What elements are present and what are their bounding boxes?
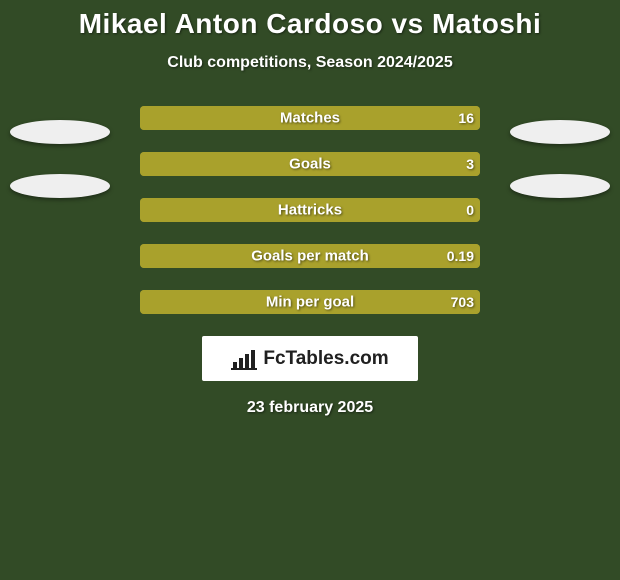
avatar-left-1 — [10, 120, 110, 144]
stat-bars: Matches16 Goals3 Hattricks0 Goals per match… — [140, 106, 480, 314]
watermark-text: FcTables.com — [263, 348, 388, 370]
bar-label: Goals per match — [140, 248, 480, 265]
bar-value-right: 0.19 — [447, 248, 474, 264]
bar-label: Goals — [140, 156, 480, 173]
avatar-right-2 — [510, 174, 610, 198]
bar-value-right: 16 — [458, 110, 474, 126]
stat-bar: Goals per match0.19 — [140, 244, 480, 268]
avatar-right-slot — [510, 120, 610, 198]
bar-chart-icon — [231, 348, 257, 370]
stat-bar: Min per goal703 — [140, 290, 480, 314]
stat-bar: Hattricks0 — [140, 198, 480, 222]
subtitle: Club competitions, Season 2024/2025 — [0, 54, 620, 72]
bar-label: Min per goal — [140, 294, 480, 311]
comparison-card: Mikael Anton Cardoso vs Matoshi Club com… — [0, 0, 620, 580]
bar-value-right: 0 — [466, 202, 474, 218]
date-label: 23 february 2025 — [0, 399, 620, 417]
avatar-left-slot — [10, 120, 110, 198]
stat-bar: Goals3 — [140, 152, 480, 176]
avatar-right-1 — [510, 120, 610, 144]
watermark: FcTables.com — [202, 336, 418, 381]
stat-bar: Matches16 — [140, 106, 480, 130]
bar-value-right: 703 — [451, 294, 474, 310]
page-title: Mikael Anton Cardoso vs Matoshi — [0, 0, 620, 40]
bar-value-right: 3 — [466, 156, 474, 172]
avatar-left-2 — [10, 174, 110, 198]
bar-label: Matches — [140, 110, 480, 127]
bar-label: Hattricks — [140, 202, 480, 219]
